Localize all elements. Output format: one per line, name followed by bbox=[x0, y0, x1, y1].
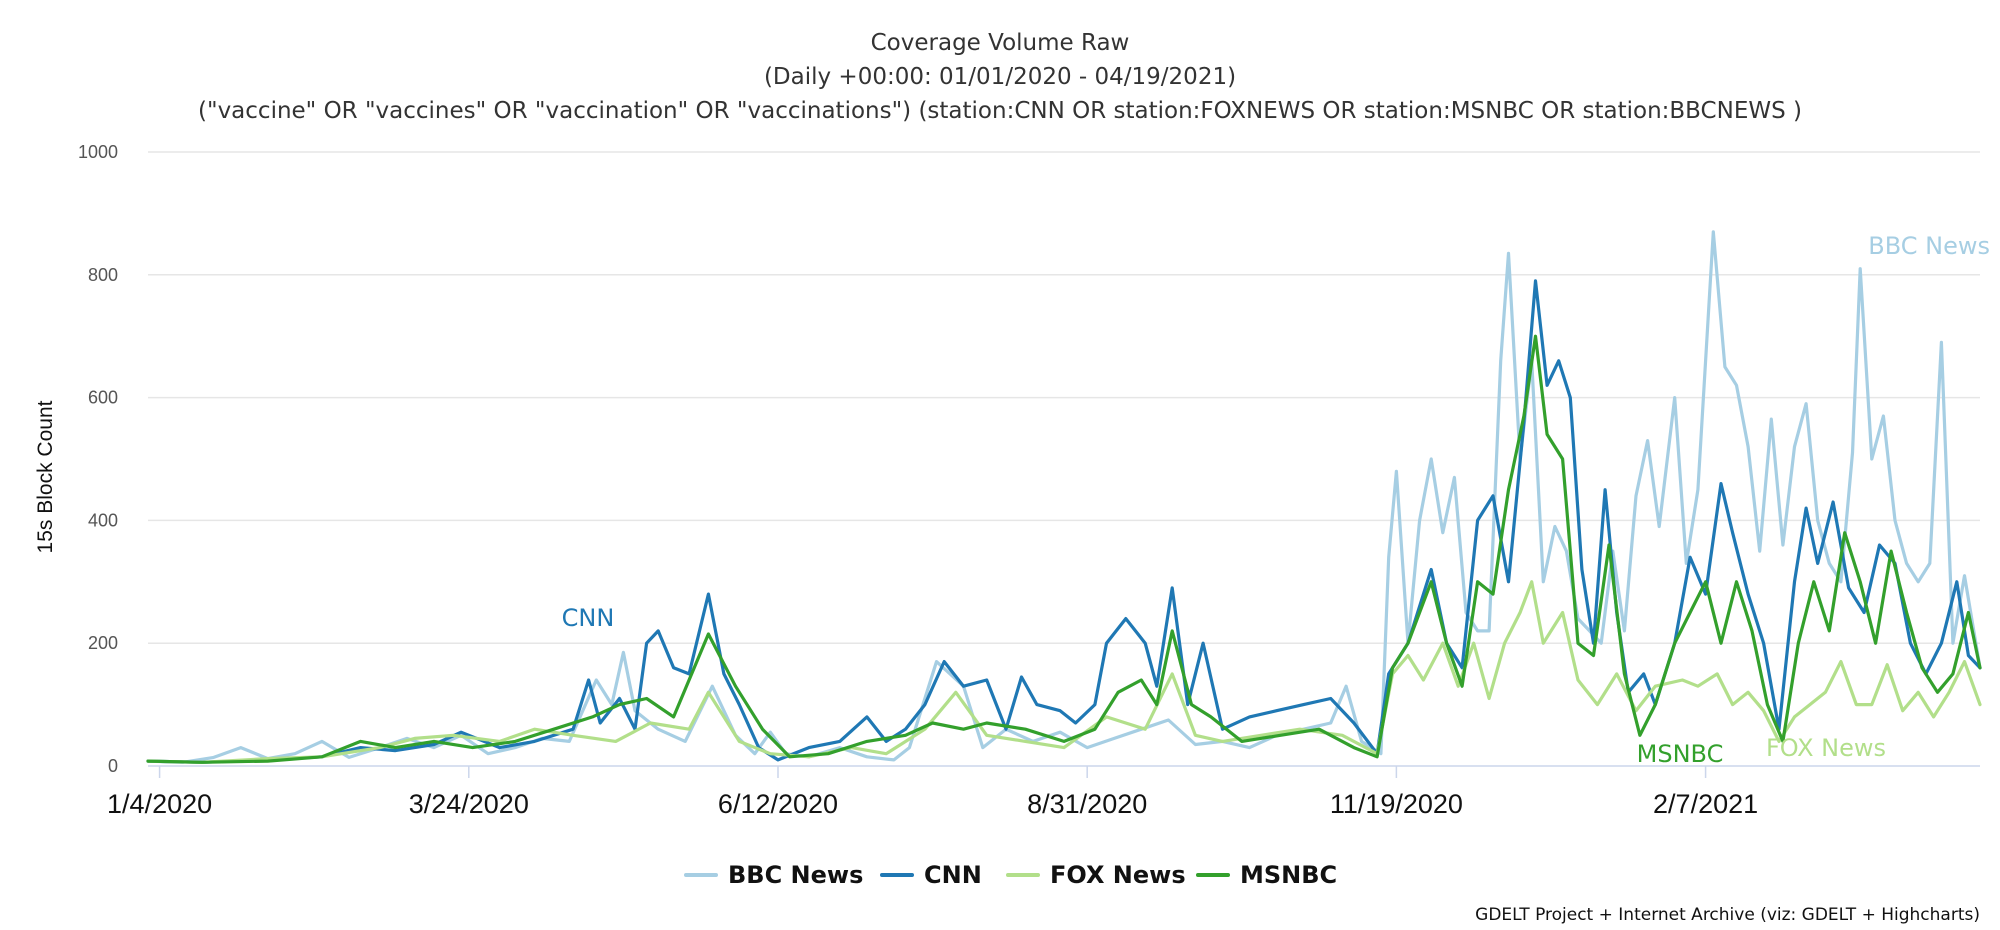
x-tick-label: 6/12/2020 bbox=[718, 789, 838, 819]
legend-label: CNN bbox=[924, 861, 982, 889]
legend-item-fox-news[interactable]: FOX News bbox=[1006, 861, 1186, 889]
y-axis-ticks: 0 200 400 600 800 1000 bbox=[78, 142, 118, 776]
x-tick-label: 1/4/2020 bbox=[107, 789, 212, 819]
annotation-cnn: CNN bbox=[562, 604, 615, 632]
y-tick-label: 0 bbox=[108, 756, 118, 776]
y-tick-label: 600 bbox=[88, 388, 118, 408]
annotation-bbc-news: BBC News bbox=[1868, 232, 1990, 260]
series-line-bbc-news[interactable] bbox=[146, 230, 1982, 764]
chart-subtitle: (Daily +00:00: 01/01/2020 - 04/19/2021) bbox=[764, 64, 1236, 90]
series-line-fox-news[interactable] bbox=[146, 580, 1982, 764]
y-tick-label: 1000 bbox=[78, 142, 118, 162]
chart-query: ("vaccine" OR "vaccines" OR "vaccination… bbox=[198, 98, 1802, 124]
legend-item-msnbc[interactable]: MSNBC bbox=[1196, 861, 1337, 889]
y-tick-label: 800 bbox=[88, 265, 118, 285]
x-tick-label: 2/7/2021 bbox=[1653, 789, 1758, 819]
legend-label: BBC News bbox=[728, 861, 863, 889]
series-line-msnbc[interactable] bbox=[146, 334, 1982, 764]
x-tick-label: 3/24/2020 bbox=[409, 789, 529, 819]
y-tick-label: 200 bbox=[88, 633, 118, 653]
series-line-cnn[interactable] bbox=[146, 279, 1982, 764]
legend: BBC News CNN FOX News MSNBC bbox=[684, 861, 1337, 889]
annotation-msnbc: MSNBC bbox=[1637, 740, 1724, 768]
x-tick-label: 8/31/2020 bbox=[1027, 789, 1147, 819]
series-annotations: CNN BBC News MSNBC FOX News bbox=[562, 232, 1990, 768]
legend-item-bbc-news[interactable]: BBC News bbox=[684, 861, 863, 889]
legend-label: MSNBC bbox=[1240, 861, 1337, 889]
legend-label: FOX News bbox=[1050, 861, 1186, 889]
legend-item-cnn[interactable]: CNN bbox=[880, 861, 982, 889]
chart-title: Coverage Volume Raw bbox=[871, 30, 1130, 56]
y-axis-label: 15s Block Count bbox=[34, 400, 57, 553]
series-lines bbox=[146, 230, 1982, 764]
x-tick-label: 11/19/2020 bbox=[1330, 789, 1463, 819]
annotation-fox-news: FOX News bbox=[1766, 734, 1886, 762]
gridlines bbox=[148, 151, 1980, 644]
y-tick-label: 400 bbox=[88, 510, 118, 530]
credit-text: GDELT Project + Internet Archive (viz: G… bbox=[1475, 905, 1980, 925]
chart-title-block: Coverage Volume Raw (Daily +00:00: 01/01… bbox=[198, 30, 1802, 124]
x-axis-ticks: 1/4/2020 3/24/2020 6/12/2020 8/31/2020 11/19… bbox=[107, 766, 1758, 819]
